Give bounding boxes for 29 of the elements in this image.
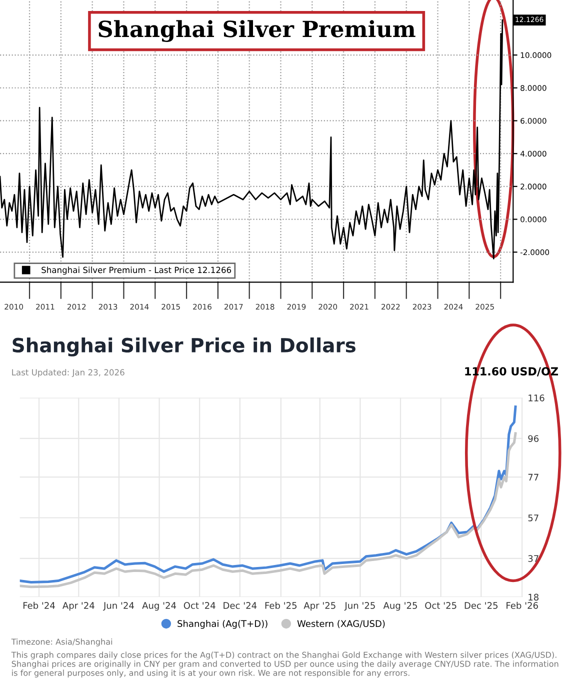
legend-label: Shanghai (Ag(T+D))	[178, 620, 268, 629]
y-tick-label: 57	[528, 514, 538, 522]
x-tick-label: Aug '24	[142, 602, 176, 611]
text: Shanghai Silver Premium	[98, 20, 416, 42]
x-tick-label: Oct '25	[425, 602, 456, 609]
line-series	[0, 19, 504, 260]
text: Timezone: Asia/Shanghai	[11, 638, 112, 646]
x-tick-label: Dec '25	[464, 602, 498, 609]
x-tick-label: Aug '25	[383, 602, 417, 611]
x-tick-label: Apr '24	[62, 602, 94, 611]
x-tick-label: Feb '26	[506, 602, 538, 609]
line-series	[20, 432, 517, 588]
y-tick-label: 96	[528, 435, 539, 442]
x-tick-label: Feb '24	[23, 602, 55, 609]
x-tick-label: Jun '24	[103, 602, 134, 611]
y-tick-label: 18	[528, 594, 539, 601]
y-tick-label: 116	[528, 394, 544, 402]
x-tick-label: Feb '25	[265, 602, 297, 609]
chart-subtitle: Last Updated: Jan 23, 2026	[12, 369, 124, 378]
legend-label: Shanghai Silver Premium - Last Price 12.1266	[42, 266, 232, 275]
x-tick-label: Apr '25	[304, 602, 336, 611]
x-tick-label: Oct '24	[184, 602, 216, 609]
y-tick-label: 77	[528, 474, 538, 481]
text: This graph compares daily close prices for the Ag(T+D) contract on the Shanghai Gold Exchange with Western silver prices (XAG/USD). Shanghai prices are originally in CNY per gram and converted to USD per ounce using the daily average CNY/USD rate. The information is for general purposes only, and using it is at your own risk. We are not responsible for any errors.	[11, 652, 558, 678]
chart-title: Shanghai Silver Price in Dollars	[12, 337, 356, 356]
y-tick-label: 37	[528, 555, 538, 562]
legend-label: Western (XAG/USD)	[297, 620, 385, 628]
x-tick-label: Jun '25	[344, 602, 375, 611]
x-tick-label: Dec '24	[224, 602, 257, 609]
